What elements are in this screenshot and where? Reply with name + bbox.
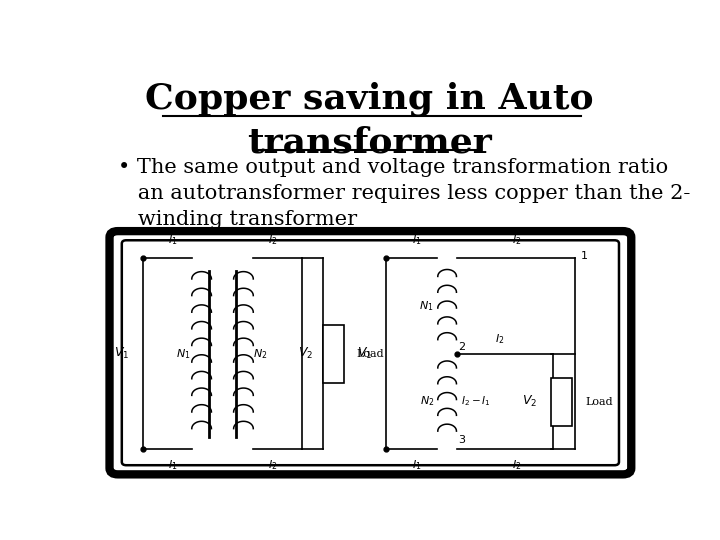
Text: 1: 1	[581, 251, 588, 261]
Text: 3: 3	[459, 435, 465, 445]
Text: $I_2$: $I_2$	[268, 458, 277, 472]
Bar	[323, 325, 344, 383]
Text: $V_1$: $V_1$	[357, 346, 372, 361]
Text: Copper saving in Auto: Copper saving in Auto	[145, 82, 593, 116]
Text: $N_2$: $N_2$	[253, 347, 267, 361]
Text: $N_2$: $N_2$	[420, 395, 435, 408]
Text: $V_2$: $V_2$	[521, 394, 536, 409]
Text: $I_1$: $I_1$	[412, 233, 421, 246]
Text: • The same output and voltage transformation ratio
   an autotransformer require: • The same output and voltage transforma…	[118, 158, 690, 229]
Text: $V_1$: $V_1$	[114, 346, 130, 361]
FancyBboxPatch shape	[122, 240, 619, 465]
Text: $N_1$: $N_1$	[176, 347, 191, 361]
Text: Load: Load	[356, 349, 384, 359]
FancyBboxPatch shape	[109, 231, 631, 474]
Bar	[551, 377, 572, 426]
Text: $I_2-I_1$: $I_2-I_1$	[461, 395, 491, 408]
Text: transformer: transformer	[247, 125, 491, 159]
Text: $I_1$: $I_1$	[168, 233, 177, 246]
Text: $I_2$: $I_2$	[495, 333, 505, 346]
Text: $I_2$: $I_2$	[512, 233, 521, 246]
Text: $I_1$: $I_1$	[168, 458, 177, 472]
Text: 2: 2	[459, 342, 465, 352]
Text: $N_1$: $N_1$	[418, 299, 433, 313]
Text: Load: Load	[585, 396, 613, 407]
Text: $V_2$: $V_2$	[298, 346, 313, 361]
Text: $I_1$: $I_1$	[412, 458, 421, 472]
Text: $I_2$: $I_2$	[268, 233, 277, 246]
Text: $I_2$: $I_2$	[512, 458, 521, 472]
